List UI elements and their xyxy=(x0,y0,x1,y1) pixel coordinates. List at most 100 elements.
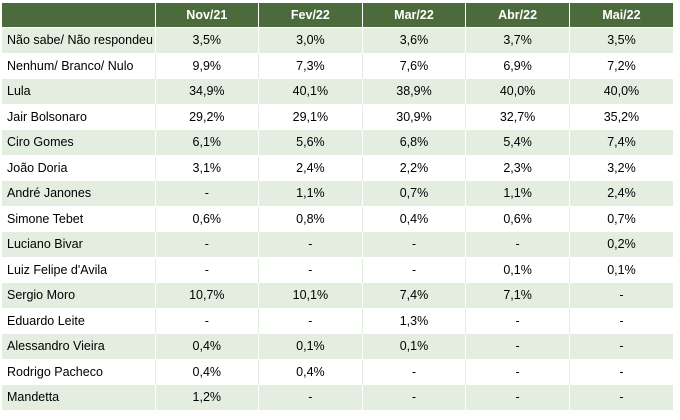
value-cell: 40,1% xyxy=(258,78,363,104)
value-cell: - xyxy=(465,307,570,334)
value-cell: 0,1% xyxy=(465,256,570,283)
value-cell: 0,1% xyxy=(362,333,467,359)
value-cell: - xyxy=(465,231,570,257)
value-cell: 2,4% xyxy=(258,154,363,181)
value-cell: 3,0% xyxy=(258,27,363,53)
value-cell: 0,4% xyxy=(155,333,260,359)
value-cell: 35,2% xyxy=(569,103,673,130)
table-row: André Janones -1,1% 0,7% 1,1% 2,4% xyxy=(2,180,673,206)
value-cell: 3,5% xyxy=(569,27,673,53)
table-row: Mandetta 1,2% - - - - xyxy=(2,384,673,410)
value-cell: 2,2% xyxy=(362,154,467,181)
value-cell: 3,7% xyxy=(465,27,570,53)
value-cell: 40,0% xyxy=(569,78,673,104)
value-cell: 7,4% xyxy=(362,282,467,308)
value-cell: - xyxy=(258,231,363,257)
value-cell: - xyxy=(465,358,570,385)
value-cell: 0,4% xyxy=(258,358,363,385)
value-cell: - xyxy=(569,282,673,308)
value-cell: - xyxy=(362,256,467,283)
value-cell: 6,1% xyxy=(155,129,260,155)
row-label: Eduardo Leite xyxy=(2,307,156,334)
table-row: Jair Bolsonaro 29,2% 29,1% 30,9% 32,7% 35,2% xyxy=(2,103,673,130)
value-cell: 3,5% xyxy=(155,27,260,53)
value-cell: - xyxy=(569,307,673,334)
table-row: Rodrigo Pacheco 0,4% 0,4% - - - xyxy=(2,358,673,385)
value-cell: 2,4% xyxy=(569,180,673,206)
table-row: Nenhum/ Branco/ Nulo 9,9% 7,3% 7,6% 6,9% 7,2% xyxy=(2,52,673,79)
value-cell: - xyxy=(258,256,363,283)
row-label: João Doria xyxy=(2,154,156,181)
row-label: Luiz Felipe d'Avila xyxy=(2,256,156,283)
value-cell: - xyxy=(155,256,260,283)
row-label: Rodrigo Pacheco xyxy=(2,358,156,385)
value-cell: 7,3% xyxy=(258,52,363,79)
row-label: Não sabe/ Não respondeu xyxy=(2,27,156,53)
table-row: Alessandro Vieira 0,4% 0,1% 0,1% - - xyxy=(2,333,673,359)
row-label: Jair Bolsonaro xyxy=(2,103,156,130)
value-cell: 0,1% xyxy=(569,256,673,283)
table-row: Simone Tebet 0,6% 0,8% 0,4% 0,6% 0,7% xyxy=(2,205,673,232)
value-cell: - xyxy=(569,333,673,359)
row-label: Alessandro Vieira xyxy=(2,333,156,359)
value-cell: 10,1% xyxy=(258,282,363,308)
value-cell: 5,4% xyxy=(465,129,570,155)
header-cell-mai22: Mai/22 xyxy=(569,3,673,28)
value-cell: - xyxy=(569,358,673,385)
table-row: Eduardo Leite - -1,3% - - xyxy=(2,307,673,334)
value-cell: 7,1% xyxy=(465,282,570,308)
value-cell: 0,1% xyxy=(258,333,363,359)
value-cell: 0,8% xyxy=(258,205,363,232)
value-cell: 7,6% xyxy=(362,52,467,79)
value-cell: 7,2% xyxy=(569,52,673,79)
table-row: Ciro Gomes 6,1% 5,6% 6,8% 5,4% 7,4% xyxy=(2,129,673,155)
value-cell: - xyxy=(258,384,363,410)
row-label: Luciano Bivar xyxy=(2,231,156,257)
table-row: João Doria 3,1% 2,4% 2,2% 2,3% 3,2% xyxy=(2,154,673,181)
value-cell: 32,7% xyxy=(465,103,570,130)
header-cell-label xyxy=(2,3,156,28)
value-cell: 1,1% xyxy=(258,180,363,206)
value-cell: - xyxy=(155,307,260,334)
value-cell: - xyxy=(465,333,570,359)
header-cell-abr22: Abr/22 xyxy=(465,3,570,28)
value-cell: 1,2% xyxy=(155,384,260,410)
value-cell: 30,9% xyxy=(362,103,467,130)
table-row: Luciano Bivar - - - -0,2% xyxy=(2,231,673,257)
header-cell-mar22: Mar/22 xyxy=(362,3,467,28)
value-cell: 0,7% xyxy=(362,180,467,206)
header-cell-fev22: Fev/22 xyxy=(258,3,363,28)
table-row: Luiz Felipe d'Avila - - -0,1% 0,1% xyxy=(2,256,673,283)
value-cell: 3,2% xyxy=(569,154,673,181)
value-cell: - xyxy=(465,384,570,410)
value-cell: 6,9% xyxy=(465,52,570,79)
value-cell: 10,7% xyxy=(155,282,260,308)
value-cell: 9,9% xyxy=(155,52,260,79)
header-cell-nov21: Nov/21 xyxy=(155,3,260,28)
value-cell: 0,2% xyxy=(569,231,673,257)
value-cell: 0,4% xyxy=(155,358,260,385)
header-row: Nov/21 Fev/22 Mar/22 Abr/22 Mai/22 xyxy=(2,3,673,28)
poll-results-table: Nov/21 Fev/22 Mar/22 Abr/22 Mai/22 Não s… xyxy=(2,3,673,410)
value-cell: - xyxy=(155,180,260,206)
value-cell: 0,4% xyxy=(362,205,467,232)
table-row: Lula 34,9% 40,1% 38,9% 40,0% 40,0% xyxy=(2,78,673,104)
row-label: Nenhum/ Branco/ Nulo xyxy=(2,52,156,79)
value-cell: 3,6% xyxy=(362,27,467,53)
row-label: Lula xyxy=(2,78,156,104)
value-cell: - xyxy=(362,384,467,410)
value-cell: - xyxy=(362,231,467,257)
value-cell: 1,1% xyxy=(465,180,570,206)
value-cell: 0,7% xyxy=(569,205,673,232)
value-cell: 3,1% xyxy=(155,154,260,181)
value-cell: - xyxy=(362,358,467,385)
value-cell: - xyxy=(155,231,260,257)
value-cell: 0,6% xyxy=(465,205,570,232)
value-cell: 5,6% xyxy=(258,129,363,155)
row-label: Sergio Moro xyxy=(2,282,156,308)
value-cell: 38,9% xyxy=(362,78,467,104)
value-cell: 1,3% xyxy=(362,307,467,334)
table-row: Não sabe/ Não respondeu 3,5% 3,0% 3,6% 3,7% 3… xyxy=(2,27,673,53)
row-label: Mandetta xyxy=(2,384,156,410)
table-row: Sergio Moro 10,7% 10,1% 7,4% 7,1% - xyxy=(2,282,673,308)
